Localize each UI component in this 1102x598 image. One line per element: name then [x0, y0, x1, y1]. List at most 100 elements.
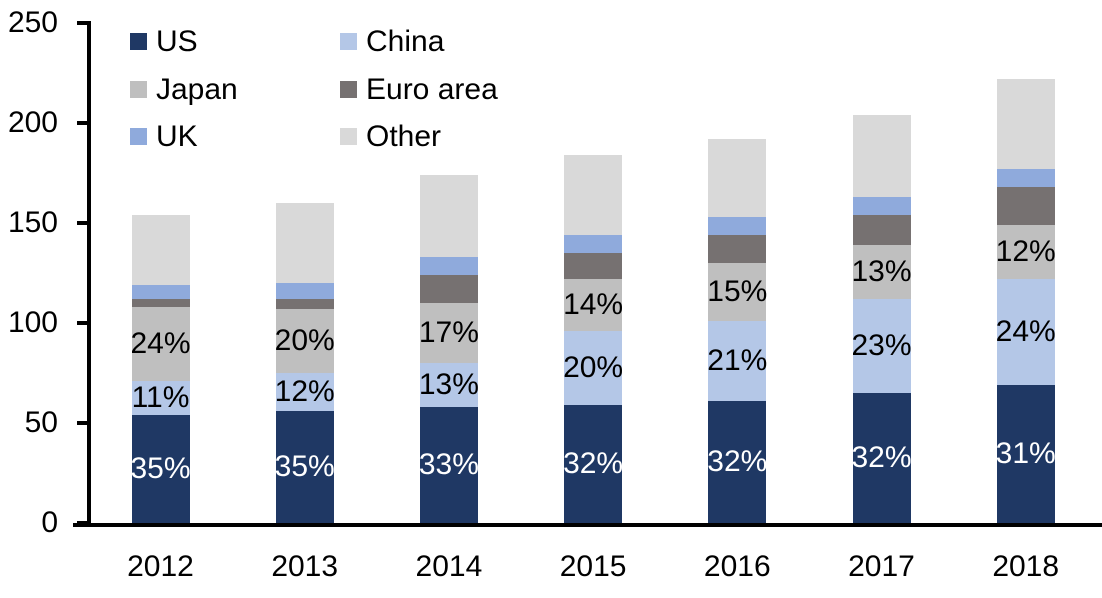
bar-segment-us: [275, 411, 334, 523]
legend-label: Other: [366, 120, 442, 153]
bar-value-label: 20%: [274, 324, 335, 357]
bar-segment-other: [708, 139, 767, 217]
bar-value-label: 15%: [707, 275, 768, 308]
legend-label: China: [366, 25, 445, 58]
bar-segment-china: [131, 381, 190, 415]
bar-segment-us: [996, 385, 1055, 523]
bar-segment-us: [131, 415, 190, 523]
x-axis-label-2012: 2012: [127, 550, 194, 583]
bar-segment-uk: [852, 197, 911, 215]
bar-segment-euro-area: [275, 299, 334, 309]
legend-item-other: Other: [340, 120, 442, 153]
legend-item-japan: Japan: [130, 72, 238, 106]
bar-segment-china: [708, 321, 767, 401]
bar-segment-euro-area: [708, 235, 767, 263]
bar-segment-euro-area: [564, 253, 623, 279]
bar-segment-china: [852, 299, 911, 393]
legend-item-uk: UK: [130, 122, 198, 152]
y-axis-tick: [77, 321, 88, 325]
bar-segment-euro-area: [996, 187, 1055, 225]
bar-segment-japan: [708, 263, 767, 321]
bar-segment-japan: [275, 309, 334, 373]
bar-segment-japan: [564, 279, 623, 331]
bar-value-label: 33%: [418, 448, 479, 481]
bar-value-label: 24%: [995, 315, 1056, 348]
x-axis-label-2014: 2014: [415, 550, 483, 583]
bar-segment-uk: [419, 257, 478, 275]
legend-label: Euro area: [366, 72, 498, 106]
legend-label: US: [156, 25, 198, 58]
bar-segment-uk: [131, 285, 190, 299]
bar-value-label: 23%: [851, 329, 912, 362]
legend-item-china: China: [340, 25, 445, 58]
x-axis-label-2015: 2015: [559, 550, 627, 583]
legend-item-us: US: [130, 25, 198, 58]
bar-segment-japan: [131, 307, 190, 381]
bar-value-label: 35%: [274, 450, 335, 483]
y-axis-tick-label: 150: [7, 206, 58, 239]
bar-value-label: 12%: [274, 375, 335, 408]
bar-segment-other: [419, 175, 478, 257]
legend-label: Japan: [156, 72, 238, 106]
y-axis-tick: [77, 121, 88, 125]
bar-value-label: 13%: [851, 255, 912, 288]
bar-segment-uk: [275, 283, 334, 299]
bar-segment-us: [564, 405, 623, 523]
y-axis-tick-label: 100: [7, 306, 58, 339]
bar-segment-uk: [996, 169, 1055, 187]
bar-segment-japan: [996, 225, 1055, 279]
bar-segment-euro-area: [131, 299, 190, 307]
bar-segment-uk: [708, 217, 767, 235]
y-axis-tick-label: 250: [7, 6, 58, 39]
bar-value-label: 32%: [707, 445, 768, 478]
y-axis-tick: [77, 21, 88, 25]
bar-value-label: 20%: [563, 351, 624, 384]
bar-segment-china: [275, 373, 334, 411]
x-axis-label-2013: 2013: [271, 550, 339, 583]
bar-segment-china: [996, 279, 1055, 385]
legend-swatch: [130, 33, 147, 50]
y-axis-tick-label: 50: [24, 406, 58, 439]
bar-segment-us: [852, 393, 911, 523]
y-axis-tick: [77, 221, 88, 225]
legend-swatch: [340, 128, 357, 145]
y-axis-tick-label: 200: [7, 106, 58, 139]
bar-value-label: 21%: [707, 344, 768, 377]
bar-value-label: 32%: [851, 441, 912, 474]
bar-value-label: 14%: [563, 288, 624, 321]
bar-segment-euro-area: [852, 215, 911, 245]
legend-swatch: [340, 80, 357, 98]
bar-segment-other: [996, 79, 1055, 169]
x-axis-label-2017: 2017: [848, 550, 915, 583]
y-axis-tick-label: 0: [41, 506, 58, 539]
bar-segment-uk: [564, 235, 623, 253]
legend-item-euro-area: Euro area: [340, 72, 498, 106]
bar-value-label: 11%: [131, 381, 190, 414]
y-axis-line: [87, 21, 91, 527]
x-axis-label-2018: 2018: [992, 550, 1060, 583]
x-axis-line: [73, 523, 1102, 527]
bar-segment-us: [419, 407, 478, 523]
bar-value-label: 32%: [563, 447, 624, 480]
x-axis-label-2016: 2016: [703, 550, 771, 583]
bar-segment-other: [131, 215, 190, 285]
bar-segment-us: [708, 401, 767, 523]
bar-segment-china: [564, 331, 623, 405]
legend-swatch: [340, 33, 357, 50]
bar-value-label: 17%: [418, 316, 479, 349]
bar-segment-euro-area: [419, 275, 478, 303]
bar-value-label: 35%: [130, 452, 191, 485]
bar-segment-other: [564, 155, 623, 235]
y-axis-tick: [77, 421, 88, 425]
bar-value-label: 24%: [130, 327, 191, 360]
bar-value-label: 12%: [995, 235, 1056, 268]
bar-segment-other: [275, 203, 334, 283]
legend-swatch: [130, 80, 147, 98]
bar-segment-china: [419, 363, 478, 407]
bar-segment-japan: [852, 245, 911, 299]
legend-swatch: [130, 128, 147, 145]
bar-segment-other: [852, 115, 911, 197]
